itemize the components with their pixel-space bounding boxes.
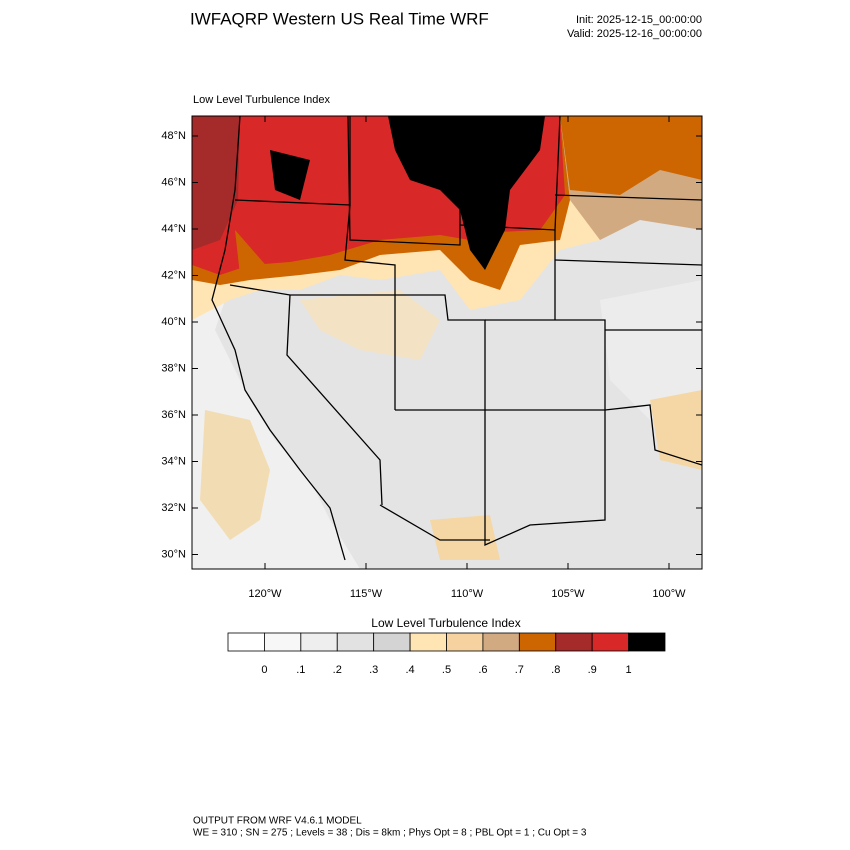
lat-label: 46°N	[161, 176, 186, 188]
colorbar-label: .9	[588, 664, 597, 676]
lon-label: 120°W	[248, 588, 282, 600]
lat-label: 32°N	[161, 502, 186, 514]
colorbar-label: .8	[551, 664, 560, 676]
title: IWFAQRP Western US Real Time WRF	[190, 9, 489, 28]
colorbar: 0 .1 .2 .3 .4 .5 .6 .7 .8 .9 1	[227, 632, 666, 676]
init-time: Init: 2025-12-15_00:00:00	[576, 14, 702, 26]
colorbar-swatch	[336, 632, 375, 652]
colorbar-label: .4	[405, 664, 414, 676]
lat-label: 40°N	[161, 316, 186, 328]
colorbar-label: 0	[261, 664, 267, 676]
valid-time: Valid: 2025-12-16_00:00:00	[567, 28, 702, 40]
lon-label: 105°W	[551, 588, 585, 600]
lat-label: 36°N	[161, 409, 186, 421]
colorbar-label: .3	[369, 664, 378, 676]
footer-line: OUTPUT FROM WRF V4.6.1 MODEL	[193, 816, 362, 827]
colorbar-label: .1	[296, 664, 305, 676]
colorbar-swatch	[591, 632, 629, 652]
lon-label: 110°W	[451, 588, 484, 600]
colorbar-label: 1	[626, 664, 632, 676]
colorbar-swatch	[446, 632, 484, 652]
colorbar-swatch	[518, 632, 557, 652]
lat-label: 34°N	[161, 455, 186, 467]
colorbar-label: .2	[333, 664, 342, 676]
map-frame	[191, 115, 703, 570]
colorbar-title: Low Level Turbulence Index	[371, 616, 520, 630]
colorbar-swatch	[555, 632, 593, 652]
lon-label: 100°W	[652, 588, 686, 600]
colorbar-label: .7	[515, 664, 524, 676]
lat-label: 38°N	[161, 362, 186, 374]
colorbar-swatch	[227, 632, 265, 652]
map-axes: 48°N 46°N 44°N 42°N 40°N 38°N 36°N 34°N 32°N 30°N…	[161, 116, 702, 600]
colorbar-swatch	[482, 632, 520, 652]
lat-label: 48°N	[161, 130, 186, 142]
map-title: Low Level Turbulence Index	[193, 94, 330, 106]
lat-label: 42°N	[161, 269, 186, 281]
lat-label: 30°N	[161, 548, 186, 560]
colorbar-swatch	[409, 632, 447, 652]
colorbar-swatch	[264, 632, 302, 652]
colorbar-swatch	[373, 632, 411, 652]
colorbar-swatch	[628, 632, 666, 652]
map-field	[192, 116, 702, 569]
colorbar-swatch	[300, 632, 338, 652]
lat-label: 44°N	[161, 223, 186, 235]
colorbar-label: .6	[478, 664, 487, 676]
colorbar-label: .5	[442, 664, 451, 676]
lon-label: 115°W	[350, 588, 383, 600]
footer-line: WE = 310 ; SN = 275 ; Levels = 38 ; Dis …	[193, 828, 587, 839]
